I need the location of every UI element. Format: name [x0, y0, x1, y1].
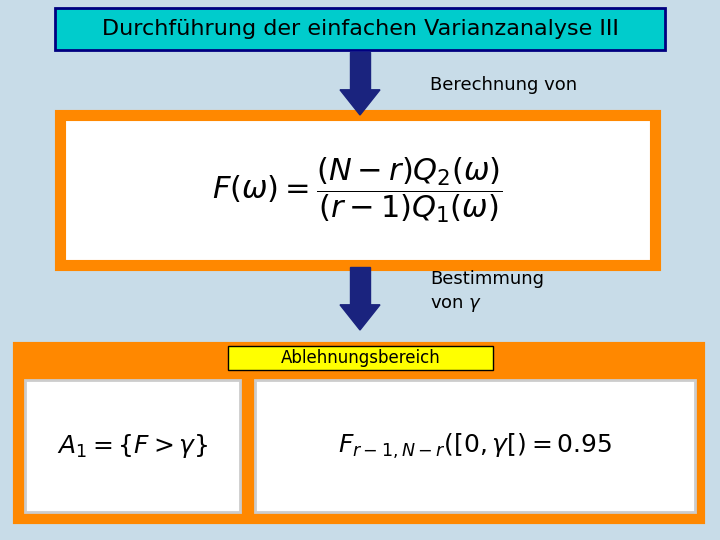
FancyBboxPatch shape: [55, 8, 665, 50]
Text: Durchführung der einfachen Varianzanalyse III: Durchführung der einfachen Varianzanalys…: [102, 19, 618, 39]
FancyBboxPatch shape: [255, 380, 695, 512]
Text: Ablehnungsbereich: Ablehnungsbereich: [281, 349, 441, 367]
Text: $F_{r-1,N-r}([0, \gamma[) = 0.95$: $F_{r-1,N-r}([0, \gamma[) = 0.95$: [338, 431, 612, 461]
Text: Bestimmung
von $\gamma$: Bestimmung von $\gamma$: [430, 269, 544, 314]
Polygon shape: [340, 90, 380, 115]
Polygon shape: [350, 52, 370, 90]
Text: $F(\omega) = \dfrac{(N-r)Q_2(\omega)}{(r-1)Q_1(\omega)}$: $F(\omega) = \dfrac{(N-r)Q_2(\omega)}{(r…: [212, 155, 503, 225]
Polygon shape: [340, 305, 380, 330]
FancyBboxPatch shape: [60, 115, 655, 265]
Text: Berechnung von: Berechnung von: [430, 76, 577, 94]
Text: $A_1 = \{F > \gamma\}$: $A_1 = \{F > \gamma\}$: [57, 432, 208, 460]
Polygon shape: [350, 267, 370, 305]
FancyBboxPatch shape: [15, 344, 703, 522]
FancyBboxPatch shape: [228, 346, 493, 370]
FancyBboxPatch shape: [25, 380, 240, 512]
